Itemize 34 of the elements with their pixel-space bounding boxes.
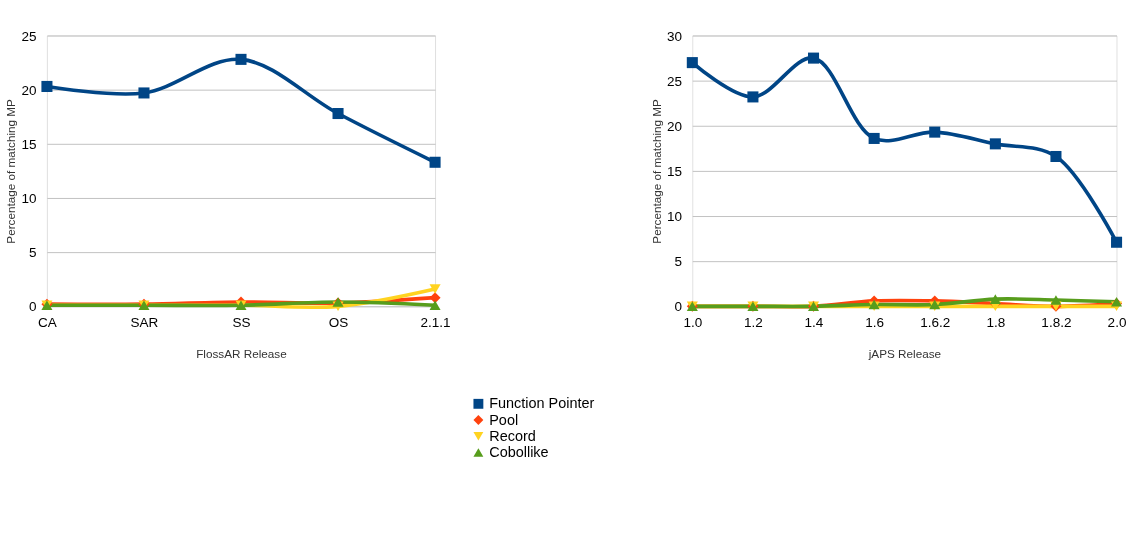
x-tick-label: 1.2 <box>743 314 763 330</box>
y-tick-label: 0 <box>29 299 37 315</box>
x-tick-label: 1.4 <box>804 314 824 330</box>
x-tick-label: SAR <box>130 314 159 330</box>
x-tick-label: CA <box>38 314 57 330</box>
y-axis-title: Percentage of matching MP <box>649 98 663 244</box>
y-tick-label: 25 <box>666 73 682 89</box>
y-tick-label: 5 <box>674 254 682 270</box>
x-tick-label: 1.6 <box>865 314 884 330</box>
y-tick-label: 30 <box>666 28 682 44</box>
x-axis-title: FlossAR Release <box>196 347 287 361</box>
x-tick-label: 2.0 <box>1107 314 1127 330</box>
x-tick-label: 2.1.1 <box>420 314 451 330</box>
y-tick-label: 10 <box>21 190 37 206</box>
y-tick-label: 10 <box>666 209 682 225</box>
y-tick-label: 25 <box>21 28 37 44</box>
x-tick-label: 1.8 <box>986 314 1006 330</box>
x-tick-label: 1.8.2 <box>1041 314 1072 330</box>
legend-label: Pool <box>489 411 519 428</box>
y-tick-label: 0 <box>674 299 682 315</box>
legend-label: Cobollike <box>489 444 549 461</box>
y-tick-label: 15 <box>21 136 37 152</box>
y-tick-label: 15 <box>666 163 682 179</box>
x-tick-label: 1.6.2 <box>920 314 951 330</box>
x-tick-label: OS <box>328 314 349 330</box>
x-tick-label: 1.0 <box>683 314 703 330</box>
y-tick-label: 5 <box>29 245 37 261</box>
legend-label: Function Pointer <box>489 395 595 412</box>
x-axis-title: jAPS Release <box>867 347 942 361</box>
y-tick-label: 20 <box>21 82 37 98</box>
legend-label: Record <box>489 427 536 444</box>
y-axis-title: Percentage of matching MP <box>4 98 18 244</box>
x-tick-label: SS <box>232 314 251 330</box>
y-tick-label: 20 <box>666 118 682 134</box>
